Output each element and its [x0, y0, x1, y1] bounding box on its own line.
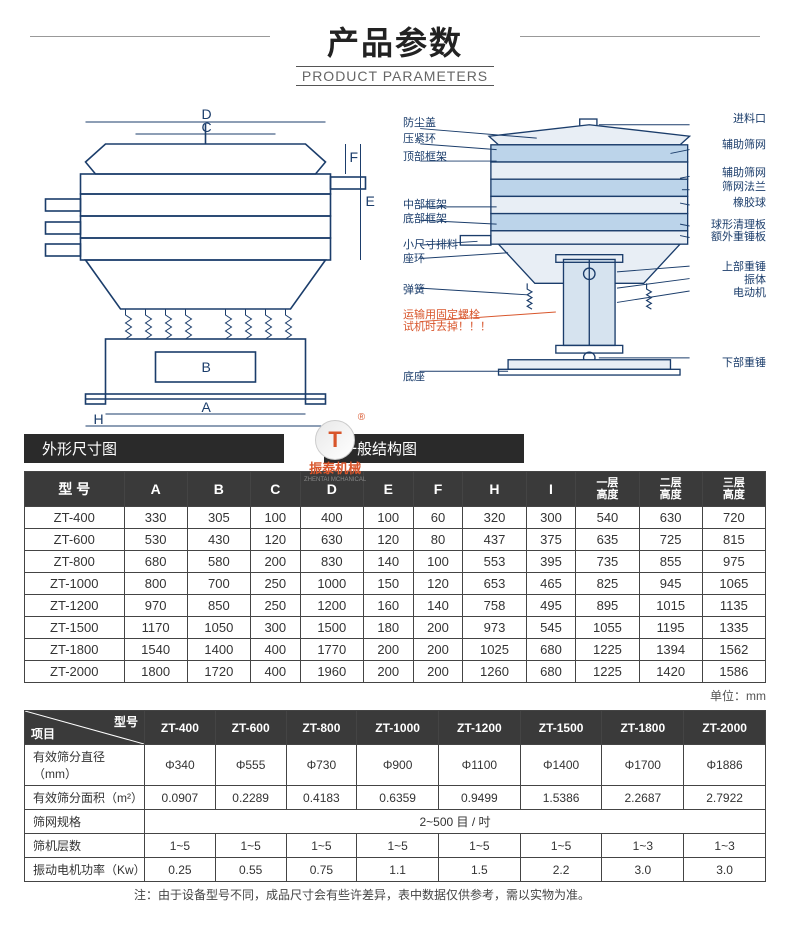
t2-col-header: ZT-1000 — [357, 711, 439, 745]
brand-name: 振泰机械 — [304, 458, 366, 477]
table-row: 有效筛分面积（m²）0.09070.22890.41830.63590.9499… — [25, 786, 766, 810]
title-en: PRODUCT PARAMETERS — [296, 66, 494, 86]
table-row: 振动电机功率（Kw）0.250.550.751.11.52.23.03.0 — [25, 858, 766, 882]
t1-header: H — [463, 472, 526, 507]
dim-h: H — [94, 411, 104, 427]
struct-l8: 弹簧 — [403, 281, 425, 297]
dimension-diagram: D C F E B A H — [24, 104, 387, 434]
t1-header: E — [363, 472, 413, 507]
struct-r11: 下部重锤 — [722, 354, 766, 370]
row-label: 振动电机功率（Kw） — [25, 858, 145, 882]
struct-l5: 底部框架 — [403, 210, 447, 226]
logo-icon: T — [315, 420, 355, 460]
diagrams-row: D C F E B A H — [0, 94, 790, 434]
t1-header: A — [124, 472, 187, 507]
section-header: 产品参数 PRODUCT PARAMETERS — [0, 0, 790, 94]
struct-l7: 座环 — [403, 250, 425, 266]
t2-col-header: ZT-2000 — [684, 711, 766, 745]
t1-header: 一层高度 — [576, 472, 639, 507]
table-row: ZT-1200970850250120016014075849589510151… — [25, 595, 766, 617]
struct-r5: 橡胶球 — [733, 194, 766, 210]
struct-l2: 压紧环 — [403, 130, 436, 146]
table-row: 有效筛分直径（mm）Φ340Φ555Φ730Φ900Φ1100Φ1400Φ170… — [25, 745, 766, 786]
struct-l1: 防尘盖 — [403, 114, 436, 130]
t2-col-header: ZT-800 — [286, 711, 357, 745]
t1-header: 三层高度 — [702, 472, 765, 507]
struct-l10: 底座 — [403, 368, 425, 384]
dim-e: E — [366, 193, 375, 209]
caption-strip: 外形尺寸图 T ® 振泰机械 ZHENTAI MCHANICAL 一般结构图 — [24, 434, 766, 463]
row-label: 有效筛分面积（m²） — [25, 786, 145, 810]
t2-col-header: ZT-600 — [215, 711, 286, 745]
row-label: 筛网规格 — [25, 810, 145, 834]
t1-header: C — [250, 472, 300, 507]
brand-sub: ZHENTAI MCHANICAL — [304, 477, 366, 483]
t1-header: I — [526, 472, 576, 507]
table-row: ZT-800680580200830140100553395735855975 — [25, 551, 766, 573]
struct-r4: 筛网法兰 — [722, 178, 766, 194]
t1-header: 二层高度 — [639, 472, 702, 507]
table-row: ZT-1000800700250100015012065346582594510… — [25, 573, 766, 595]
dim-a: A — [202, 399, 212, 415]
struct-r1: 进料口 — [733, 110, 766, 126]
table-row: ZT-2000180017204001960200200126068012251… — [25, 661, 766, 683]
struct-r7: 额外重锤板 — [711, 228, 766, 244]
struct-l3: 顶部框架 — [403, 148, 447, 164]
struct-l9: 运输用固定螺栓试机时去掉！！！ — [403, 309, 491, 333]
spec-table: 项目 型号 ZT-400ZT-600ZT-800ZT-1000ZT-1200ZT… — [24, 710, 766, 882]
dimensions-table: 型 号ABCDEFHI一层高度二层高度三层高度 ZT-4003303051004… — [24, 471, 766, 683]
struct-r10: 电动机 — [733, 284, 766, 300]
table-row: ZT-1800154014004001770200200102568012251… — [25, 639, 766, 661]
caption-left: 外形尺寸图 — [24, 434, 284, 463]
table-row: 筛网规格2~500 目 / 吋 — [25, 810, 766, 834]
dim-f: F — [350, 149, 359, 165]
t2-col-header: ZT-1800 — [602, 711, 684, 745]
footnote: 注：由于设备型号不同，成品尺寸会有些许差异，表中数据仅供参考，需以实物为准。 — [24, 886, 766, 903]
table-row: 筛机层数1~51~51~51~51~51~51~31~3 — [25, 834, 766, 858]
t2-col-header: ZT-400 — [145, 711, 216, 745]
struct-r2: 辅助筛网 — [722, 136, 766, 152]
t1-header: 型 号 — [25, 472, 125, 507]
t1-header: B — [187, 472, 250, 507]
unit-note: 单位：mm — [24, 687, 766, 704]
t2-col-header: ZT-1500 — [520, 711, 602, 745]
table-row: ZT-1500117010503001500180200973545105511… — [25, 617, 766, 639]
registered-icon: ® — [358, 412, 365, 423]
table-row: ZT-60053043012063012080437375635725815 — [25, 529, 766, 551]
brand-logo: T ® 振泰机械 ZHENTAI MCHANICAL — [304, 420, 366, 483]
row-label: 筛机层数 — [25, 834, 145, 858]
row-label: 有效筛分直径（mm） — [25, 745, 145, 786]
dim-b: B — [202, 359, 211, 375]
diag-header: 项目 型号 — [25, 711, 145, 745]
dim-c: C — [202, 119, 212, 135]
t2-col-header: ZT-1200 — [438, 711, 520, 745]
structure-diagram: 防尘盖 压紧环 顶部框架 中部框架 底部框架 小尺寸排料 座环 弹簧 运输用固定… — [403, 104, 766, 434]
title-cn: 产品参数 — [0, 18, 790, 64]
table-row: ZT-40033030510040010060320300540630720 — [25, 507, 766, 529]
t1-header: F — [413, 472, 463, 507]
